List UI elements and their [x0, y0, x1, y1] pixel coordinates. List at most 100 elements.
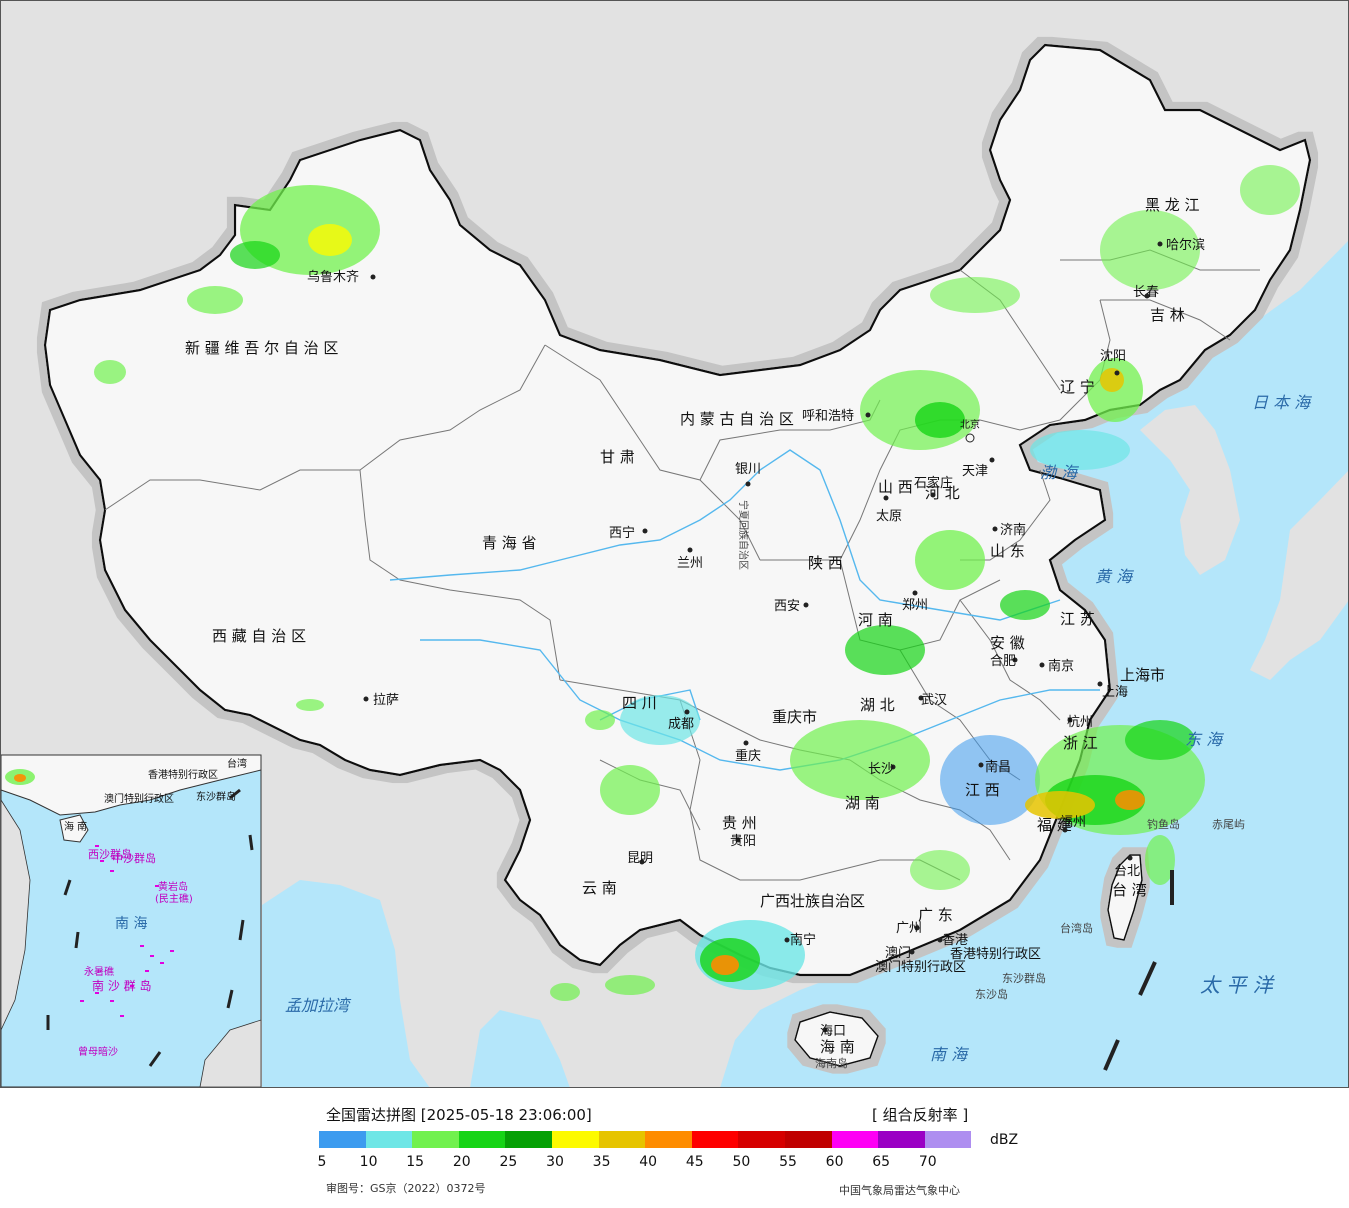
city-shenyang: 沈阳: [1100, 349, 1126, 364]
province-guangdong: 广 东: [918, 906, 953, 924]
ocean-andaman: [470, 1010, 570, 1088]
scale-tick-label: 45: [685, 1154, 704, 1170]
approval-number: 审图号：GS京（2022）0372号: [326, 1182, 486, 1195]
inset-zengmu: 曾母暗沙: [78, 1045, 118, 1058]
sea-taipingyang: 太 平 洋: [1200, 973, 1275, 997]
inset-huangyan: 黄岩岛: [158, 880, 188, 893]
map-canvas: 新 疆 维 吾 尔 自 治 区 西 藏 自 治 区 青 海 省 甘 肃 四 川 …: [0, 0, 1349, 1088]
province-guangxi: 广西壮族自治区: [760, 892, 865, 910]
city-xining: 西宁: [609, 525, 635, 541]
scale-swatch: [645, 1131, 692, 1148]
legend-unit: dBZ: [990, 1132, 1019, 1148]
color-scale: [319, 1131, 972, 1148]
city-hongkong: 香港: [942, 933, 968, 948]
province-heilongjiang: 黑 龙 江: [1145, 196, 1200, 214]
city-nanning: 南宁: [790, 932, 816, 948]
city-chengdu: 成都: [668, 717, 694, 732]
province-ningxia: 宁夏回族自治区: [737, 500, 750, 570]
city-hohhot: 呼和浩特: [802, 409, 854, 424]
scale-tick-label: 20: [452, 1154, 471, 1170]
province-hubei: 湖 北: [860, 696, 895, 714]
inset-labels: 南 海 西沙群岛 中沙群岛 南 沙 群 岛 黄岩岛 (民主礁) 永暑礁 曾母暗沙…: [64, 757, 247, 1058]
sea-labels: 渤 海 黄 海 东 海 南 海 太 平 洋 日 本 海 孟加拉湾: [285, 393, 1312, 1064]
city-jinan: 济南: [1000, 522, 1026, 538]
scale-tick-label: 35: [592, 1154, 611, 1170]
province-shaanxi: 陕 西: [808, 554, 843, 572]
scale-tick-label: 10: [359, 1154, 378, 1170]
inset-xisha: 西沙群岛: [88, 847, 132, 861]
credit-text: 中国气象局雷达气象中心: [839, 1184, 960, 1197]
city-lhasa: 拉萨: [373, 693, 399, 708]
province-hainan: 海 南: [820, 1038, 855, 1056]
city-lanzhou: 兰州: [677, 556, 703, 571]
city-wuhan: 武汉: [921, 693, 947, 708]
city-chongqing: 重庆: [735, 748, 761, 764]
sea-bohai: 渤 海: [1040, 463, 1079, 482]
city-xian: 西安: [774, 599, 800, 614]
city-shanghai: 上海: [1102, 685, 1128, 700]
scale-swatch: [878, 1131, 925, 1148]
city-nanjing: 南京: [1048, 658, 1074, 674]
scale-swatch: [831, 1131, 879, 1148]
province-yunnan: 云 南: [582, 879, 617, 897]
island-dongsha-d: 东沙岛: [975, 987, 1008, 1001]
province-shanghai: 上海市: [1120, 666, 1165, 684]
region-hk-sar: 香港特别行政区: [950, 947, 1041, 962]
scale-swatch: [412, 1131, 459, 1148]
scale-tick-label: 30: [546, 1154, 564, 1170]
province-xinjiang: 新 疆 维 吾 尔 自 治 区: [185, 339, 338, 357]
sea-mengjialawan: 孟加拉湾: [285, 996, 352, 1015]
scale-swatch: [505, 1131, 552, 1148]
scale-swatch: [924, 1131, 972, 1148]
sea-nanhai: 南 海: [930, 1045, 969, 1064]
province-qinghai: 青 海 省: [482, 534, 537, 552]
province-hebei: 河 北: [925, 484, 960, 502]
scale-swatch: [365, 1131, 413, 1148]
city-changchun: 长春: [1133, 285, 1159, 300]
province-taiwan: 台 湾: [1112, 881, 1147, 899]
province-jilin: 吉 林: [1150, 306, 1185, 324]
province-shandong: 山 东: [990, 542, 1025, 560]
sea-huanghai: 黄 海: [1095, 567, 1134, 586]
city-kunming: 昆明: [627, 851, 653, 866]
nine-dash-line: [1103, 870, 1174, 1071]
scale-swatch: [458, 1131, 506, 1148]
inset-zhongsha: 中沙群岛: [112, 851, 156, 865]
inset-mo: 澳门特别行政区: [104, 792, 174, 805]
hainan-island: [794, 1011, 879, 1067]
inset-yongshu: 永暑礁: [84, 965, 114, 978]
radar-echoes: [94, 165, 1300, 1001]
city-guangzhou: 广州: [896, 921, 922, 936]
province-neimenggu: 内 蒙 古 自 治 区: [680, 410, 794, 428]
inset-minzhu: (民主礁): [155, 892, 193, 905]
scale-swatch: [691, 1131, 739, 1148]
province-chongqing: 重庆市: [772, 708, 817, 726]
inset-nansha: 南 沙 群 岛: [92, 978, 151, 993]
province-zhejiang: 浙 江: [1063, 734, 1098, 752]
province-shanxi: 山 西: [878, 478, 913, 496]
inset-hainan: 海 南: [64, 820, 87, 833]
city-macau: 澳门: [885, 945, 911, 961]
legend-product: [ 组合反射率 ]: [872, 1106, 969, 1124]
city-hefei: 合肥: [990, 654, 1016, 669]
city-labels: 乌鲁木齐 拉萨 西宁 兰州 银川 呼和浩特 北京 天津 石家庄 太原 济南 郑州…: [307, 237, 1205, 1039]
province-hunan: 湖 南: [845, 794, 880, 812]
island-hainan-dao: 海南岛: [815, 1056, 848, 1070]
inset-nanhai: 南 海: [115, 916, 147, 932]
island-diaoyu: 钓鱼岛: [1147, 817, 1180, 831]
city-guiyang: 贵阳: [730, 834, 756, 849]
scale-tick-label: 40: [639, 1154, 658, 1170]
ocean-bengal: [262, 880, 430, 1088]
region-mo-sar: 澳门特别行政区: [875, 959, 966, 975]
scale-tick-label: 15: [406, 1154, 425, 1170]
city-yinchuan: 银川: [735, 462, 761, 477]
city-hangzhou: 杭州: [1067, 715, 1093, 730]
scale-tick-label: 50: [732, 1154, 751, 1170]
scale-swatch: [784, 1131, 832, 1148]
rivers: [389, 449, 1100, 771]
south-china-sea-inset: 南 海 西沙群岛 中沙群岛 南 沙 群 岛 黄岩岛 (民主礁) 永暑礁 曾母暗沙…: [0, 754, 262, 1088]
scale-tick-label: 55: [779, 1154, 797, 1170]
island-labels: 钓鱼岛 赤尾屿 台湾岛 东沙群岛 东沙岛 海南岛: [815, 817, 1245, 1070]
scale-tick-label: 60: [825, 1154, 844, 1170]
inset-hk: 香港特别行政区: [148, 768, 218, 781]
